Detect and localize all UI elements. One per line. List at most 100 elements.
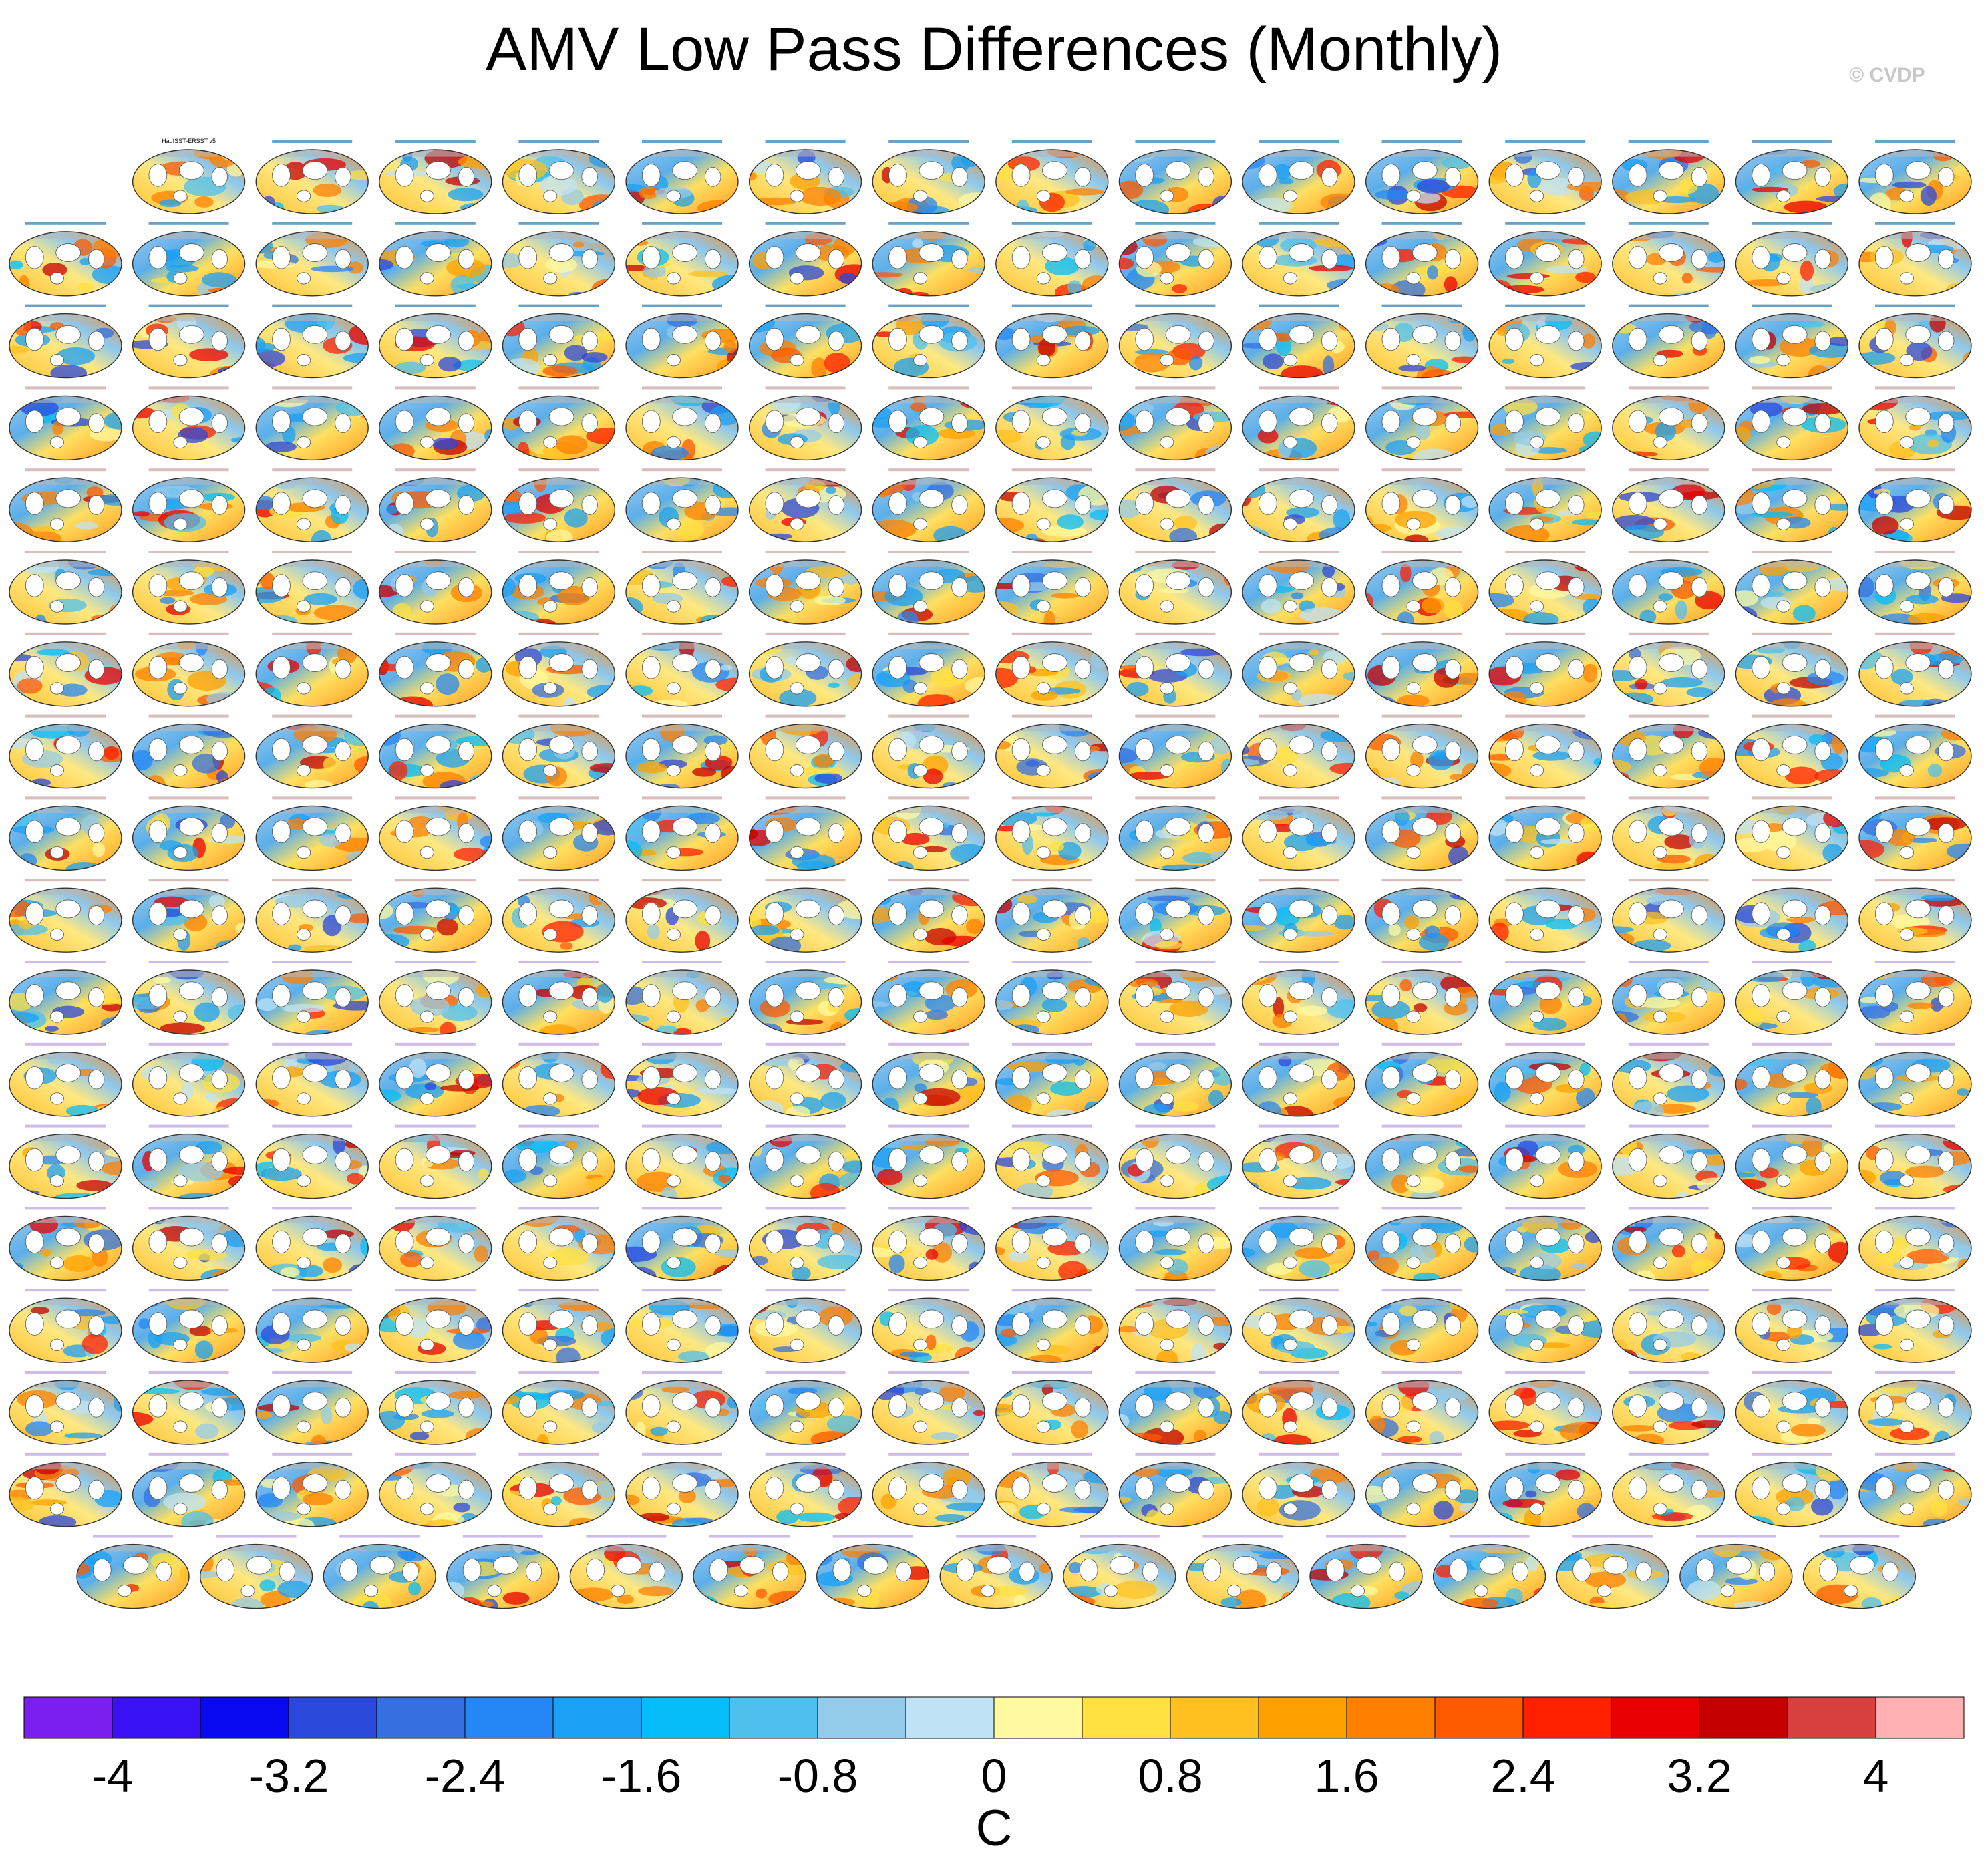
map-panel	[625, 222, 739, 297]
map-panel	[872, 714, 985, 789]
map-panel	[1612, 961, 1725, 1035]
map-panel	[379, 551, 492, 625]
colorbar-box	[552, 1696, 642, 1739]
map-panel	[1365, 714, 1479, 789]
map-panel	[1365, 1452, 1479, 1527]
map-panel	[872, 632, 985, 707]
map-panel	[748, 1371, 862, 1445]
map-panel	[1858, 1289, 1972, 1363]
map-panel	[625, 714, 739, 789]
map-panel	[255, 1124, 369, 1199]
map-panel	[625, 551, 739, 625]
map-panel	[132, 961, 246, 1035]
map-panel	[1118, 140, 1232, 214]
map-panel	[379, 1042, 492, 1117]
map-panel	[625, 1207, 739, 1281]
map-panel	[255, 1452, 369, 1527]
colorbar-tick-label: 2.4	[1490, 1750, 1555, 1802]
map-panel	[872, 1452, 985, 1527]
map-panel	[1612, 386, 1725, 461]
map-panel	[625, 468, 739, 542]
colorbar-tick-label: -4	[92, 1750, 133, 1802]
map-panel	[1612, 140, 1725, 214]
map-panel	[379, 961, 492, 1035]
colorbar-box	[993, 1696, 1083, 1739]
map-panel	[1735, 714, 1849, 789]
map-panel	[502, 551, 616, 625]
map-panel	[1858, 551, 1972, 625]
map-panel	[1118, 1207, 1232, 1281]
map-panel	[502, 632, 616, 707]
map-panel	[995, 714, 1109, 789]
map-panel	[995, 1042, 1109, 1117]
map-panel	[1118, 304, 1232, 379]
map-panel	[1118, 468, 1232, 542]
colorbar-tick-label: 0.8	[1138, 1750, 1202, 1802]
map-panel	[1242, 304, 1355, 379]
map-panel	[872, 796, 985, 871]
map-panel	[9, 1042, 122, 1117]
map-panel	[1365, 961, 1479, 1035]
map-panel	[1365, 1371, 1479, 1445]
map-panel	[1858, 879, 1972, 953]
map-panel	[9, 1371, 122, 1445]
map-panel	[1735, 1452, 1849, 1527]
map-panel	[1612, 1371, 1725, 1445]
colorbar-box	[641, 1696, 730, 1739]
map-panel	[1118, 1042, 1232, 1117]
map-panel	[502, 714, 616, 789]
map-panel	[1365, 632, 1479, 707]
map-panel	[9, 796, 122, 871]
map-panel	[1735, 1371, 1849, 1445]
colorbar-tick-label: 1.6	[1314, 1750, 1379, 1802]
map-panel	[1735, 796, 1849, 871]
map-panel	[569, 1535, 683, 1609]
colorbar-tick-label: -3.2	[248, 1750, 329, 1802]
map-panel	[1242, 1371, 1355, 1445]
map-panel	[1735, 1289, 1849, 1363]
map-panel	[76, 1535, 190, 1609]
map-panel	[1612, 1207, 1725, 1281]
colorbar-box	[1875, 1696, 1965, 1739]
map-panel	[1858, 1042, 1972, 1117]
map-panel	[625, 1371, 739, 1445]
map-panel	[748, 879, 862, 953]
map-panel	[379, 796, 492, 871]
map-panel	[132, 468, 246, 542]
map-panel	[502, 468, 616, 542]
map-panel	[872, 1289, 985, 1363]
map-panel	[255, 222, 369, 297]
map-panel	[872, 304, 985, 379]
map-panel	[1735, 386, 1849, 461]
map-panel	[1118, 551, 1232, 625]
map-panel	[1118, 1452, 1232, 1527]
map-panel	[255, 632, 369, 707]
map-panel	[1242, 1289, 1355, 1363]
map-panel	[816, 1535, 930, 1609]
map-panel	[9, 468, 122, 542]
map-panel	[872, 1042, 985, 1117]
map-panel	[132, 386, 246, 461]
colorbar-tick-label: -2.4	[425, 1750, 506, 1802]
map-panel	[1242, 468, 1355, 542]
map-panel	[255, 304, 369, 379]
map-panel	[1365, 551, 1479, 625]
colorbar-box	[1611, 1696, 1700, 1739]
map-panel	[9, 1452, 122, 1527]
map-panel	[379, 468, 492, 542]
map-panel	[379, 1124, 492, 1199]
colorbar-box	[1522, 1696, 1612, 1739]
map-panel	[995, 140, 1109, 214]
colorbar-box	[729, 1696, 818, 1739]
colorbar-tick-labels: -4 -3.2 -2.4 -1.6 -0.8 0 0.8 1.6 2.4 3.2 4	[92, 1750, 1889, 1802]
map-panel	[132, 879, 246, 953]
map-panel	[1365, 1207, 1479, 1281]
map-panel	[1118, 714, 1232, 789]
map-panel	[995, 222, 1109, 297]
colorbar-box	[288, 1696, 377, 1739]
map-panel	[502, 1371, 616, 1445]
map-panel	[379, 140, 492, 214]
map-panel	[748, 386, 862, 461]
map-panel	[1242, 551, 1355, 625]
map-panel	[1488, 1207, 1602, 1281]
